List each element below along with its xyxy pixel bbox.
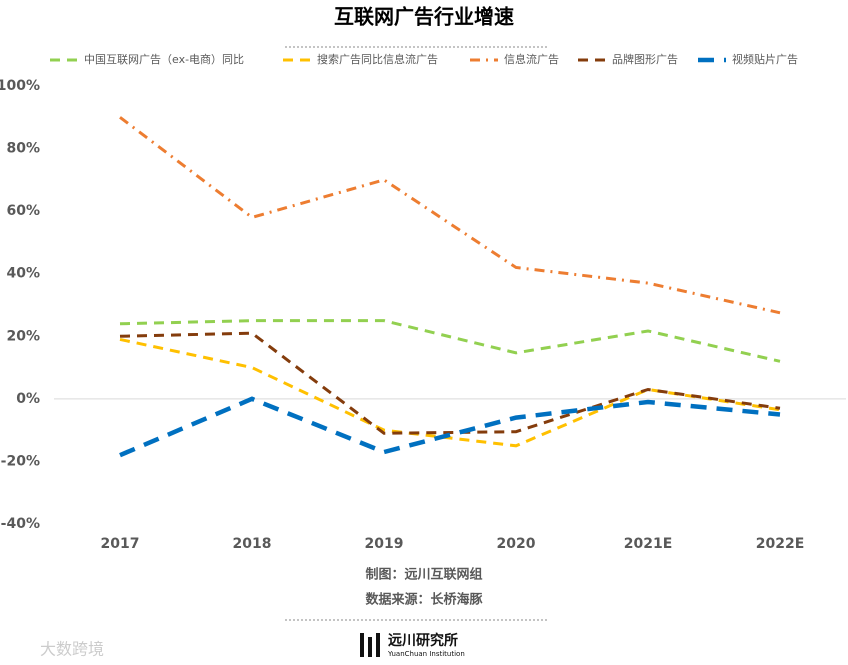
legend-label: 中国互联网广告（ex-电商）同比 <box>84 52 244 66</box>
x-tick-label: 2018 <box>233 536 272 552</box>
y-tick-label: 80% <box>6 141 40 157</box>
legend-label: 搜索广告同比信息流广告 <box>317 52 438 66</box>
note: 制图：远川互联网组 <box>365 567 482 583</box>
series-line <box>119 319 781 363</box>
y-tick-label: 0% <box>16 391 40 407</box>
y-tick-label: -40% <box>1 516 40 532</box>
series-line <box>119 337 781 448</box>
legend-label: 视频贴片广告 <box>732 52 798 66</box>
x-tick-label: 2019 <box>365 536 404 552</box>
watermark: 大数跨境 <box>40 640 104 659</box>
y-tick-label: 60% <box>6 203 40 219</box>
x-tick-label: 2017 <box>101 536 140 552</box>
legend-label: 信息流广告 <box>504 52 559 66</box>
series-line <box>119 116 781 315</box>
series-line <box>119 396 781 458</box>
chart-title: 互联网广告行业增速 <box>334 5 514 29</box>
x-tick-label: 2020 <box>497 536 536 552</box>
logo-name: 远川研究所 <box>388 632 458 649</box>
logo-mark <box>376 633 380 657</box>
note: 数据来源：长桥海豚 <box>365 592 483 608</box>
x-tick-label: 2022E <box>756 536 805 552</box>
series-line <box>119 331 781 435</box>
logo-mark <box>360 633 364 657</box>
y-tick-label: 20% <box>6 328 40 344</box>
y-tick-label: -20% <box>1 453 40 469</box>
y-tick-label: 40% <box>6 266 40 282</box>
legend-label: 品牌图形广告 <box>612 52 678 66</box>
logo-mark <box>368 637 372 657</box>
y-tick-label: 100% <box>0 78 40 94</box>
x-tick-label: 2021E <box>624 536 673 552</box>
logo: 远川研究所 YuanChuan Institution <box>360 632 465 658</box>
logo-subtitle: YuanChuan Institution <box>387 650 465 658</box>
